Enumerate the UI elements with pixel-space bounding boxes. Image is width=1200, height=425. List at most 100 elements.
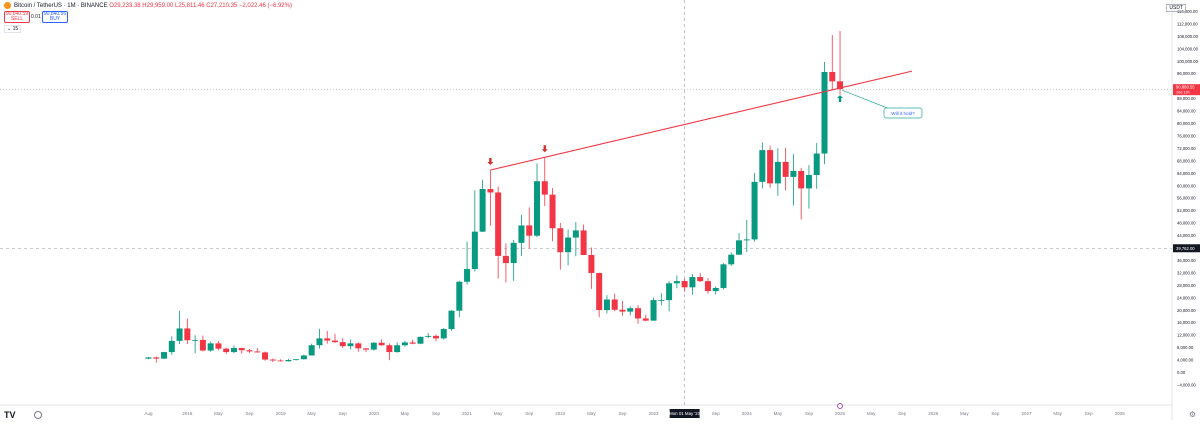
buy-button[interactable]: 90,840.56 BUY (42, 11, 68, 23)
candle-body (432, 335, 439, 339)
y-tick-label: 32,000.00 (1177, 270, 1196, 275)
candle-body (736, 240, 743, 255)
y-tick-label: −4,000.00 (1177, 382, 1196, 387)
candle-body (650, 300, 657, 321)
x-tick-label: Sep (1085, 411, 1094, 416)
timezone-icon[interactable] (34, 411, 42, 419)
x-tick-label: May (214, 411, 223, 416)
candle-body (743, 239, 750, 241)
candle-body (285, 360, 292, 362)
symbol-title[interactable]: Bitcoin / TetherUS · 1M · BINANCE (14, 3, 108, 10)
x-tick-label: 2022 (555, 411, 566, 416)
sell-price: 90,840.59 (5, 11, 29, 17)
callout-text: Will it hold? (891, 111, 915, 116)
candle-body (269, 359, 276, 361)
candle-body (635, 308, 642, 319)
candle-body (238, 348, 245, 351)
y-tick-label: 36,000.00 (1177, 258, 1196, 263)
x-tick-label: 2025 (835, 411, 846, 416)
x-tick-label: 2027 (1022, 411, 1033, 416)
candle-body (666, 283, 673, 301)
candle-body (534, 181, 540, 236)
y-tick-label: 80,000.00 (1177, 121, 1196, 126)
candle-body (370, 342, 377, 350)
candle-body (673, 281, 680, 284)
y-tick-label: 24,000.00 (1177, 295, 1196, 300)
candle-body (161, 352, 168, 359)
candle-body (401, 342, 408, 346)
x-tick-label: Sep (525, 411, 534, 416)
candle-body (199, 339, 206, 351)
x-tick-label: 2020 (369, 411, 380, 416)
candle-body (316, 338, 323, 346)
y-tick-label: 76,000.00 (1177, 133, 1196, 138)
countdown-text: 10d 12h (1176, 90, 1190, 94)
buy-price: 90,840.56 (43, 11, 67, 17)
candle-body (495, 192, 502, 256)
candle-body (192, 339, 199, 341)
crosshair-date-text: Mon 01 May '23 (669, 411, 701, 416)
candle-body (145, 357, 152, 359)
volume-label: 15 (12, 26, 19, 32)
y-tick-label: 44,000.00 (1177, 233, 1196, 238)
candle-body (837, 81, 844, 90)
candle-body (386, 345, 393, 353)
candle-body (813, 153, 820, 176)
candle-body (262, 352, 269, 360)
arrow-down-icon (487, 158, 494, 166)
candle-body (829, 71, 836, 82)
candle-body (549, 194, 556, 229)
x-tick-label: 2021 (462, 411, 473, 416)
x-tick-label: 2018 (182, 411, 193, 416)
candle-body (153, 357, 160, 359)
crosshair-price-text: 39,762.00 (1176, 246, 1195, 251)
resistance-trendline (490, 70, 913, 171)
x-tick-label: 2026 (928, 411, 939, 416)
candle-body (798, 170, 805, 189)
x-tick-label: 2023 (649, 411, 660, 416)
candle-body (658, 300, 665, 301)
y-tick-label: 0.00 (1177, 370, 1186, 375)
sell-button[interactable]: 90,840.59 SELL (4, 11, 30, 23)
volume-toggle[interactable]: ⌄ 15 (4, 25, 22, 33)
y-tick-label: 8,000.00 (1177, 345, 1194, 350)
candle-body (331, 340, 338, 343)
y-tick-label: 84,000.00 (1177, 109, 1196, 114)
y-tick-label: 116,000.00 (1177, 9, 1198, 14)
candle-body (557, 228, 564, 253)
y-tick-label: 96,000.00 (1177, 71, 1196, 76)
event-marker-icon (837, 403, 843, 409)
candle-body (611, 299, 618, 310)
x-tick-label: May (587, 411, 596, 416)
candle-body (277, 360, 284, 362)
candle-body (223, 348, 230, 353)
y-tick-label: 112,000.00 (1177, 21, 1198, 26)
currency-label[interactable]: USDT (1166, 4, 1186, 12)
tradingview-logo[interactable]: TV (4, 410, 16, 420)
y-tick-label: 52,000.00 (1177, 208, 1196, 213)
candle-body (464, 268, 471, 282)
y-tick-label: 20,000.00 (1177, 308, 1196, 313)
y-tick-label: 12,000.00 (1177, 333, 1196, 338)
y-tick-label: 4,000.00 (1177, 358, 1194, 363)
candle-body (176, 328, 183, 341)
last-price-text: 90,880.55 (1176, 85, 1195, 90)
candle-body (409, 342, 416, 344)
buy-label: BUY (49, 16, 61, 22)
candle-body (720, 264, 727, 288)
gear-icon[interactable]: ⚙ (1188, 410, 1196, 419)
candle-body (168, 340, 175, 353)
y-tick-label: 88,000.00 (1177, 96, 1196, 101)
x-tick-label: May (401, 411, 410, 416)
x-tick-label: Sep (618, 411, 627, 416)
bitcoin-logo-icon (4, 2, 11, 9)
candle-body (502, 255, 509, 264)
candle-body (805, 175, 812, 189)
x-tick-label: Sep (246, 411, 255, 416)
y-tick-label: 60,000.00 (1177, 183, 1196, 188)
spread-value: 0.01 (31, 14, 41, 20)
callout-box (883, 107, 923, 119)
callout-leader (841, 89, 891, 110)
